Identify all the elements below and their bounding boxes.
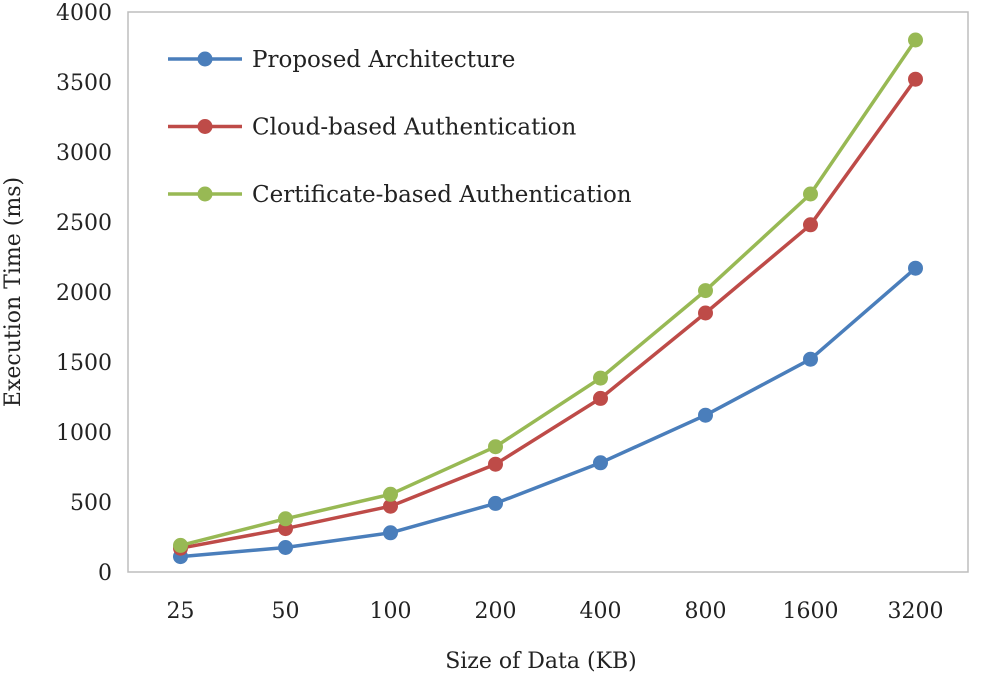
data-point (488, 495, 503, 511)
x-tick-label: 1600 (783, 599, 839, 624)
legend-label: Certificate-based Authentication (252, 182, 632, 208)
y-tick-label: 4000 (56, 1, 112, 26)
series-1 (173, 260, 923, 565)
y-axis-title: Execution Time (ms) (1, 177, 26, 407)
y-tick-label: 500 (70, 491, 112, 516)
series-3 (173, 32, 923, 553)
y-tick-label: 1500 (56, 351, 112, 376)
y-axis-ticks: 0 500 1000 1500 2000 2500 3000 3500 4000 (56, 1, 112, 586)
y-tick-label: 3500 (56, 71, 112, 96)
x-axis-ticks: 25 50 100 200 400 800 1600 3200 (167, 599, 944, 624)
data-point (593, 390, 608, 406)
data-point (803, 351, 818, 367)
series-line (180, 39, 917, 548)
y-tick-label: 2000 (56, 281, 112, 306)
data-point (173, 537, 188, 553)
x-tick-label: 25 (167, 599, 195, 624)
data-point (908, 32, 923, 48)
data-point (278, 540, 293, 555)
x-tick-label: 50 (272, 599, 300, 624)
data-point (908, 260, 923, 276)
y-tick-label: 1000 (56, 421, 112, 446)
data-point (593, 455, 608, 471)
data-point (383, 486, 398, 502)
series-layer (173, 32, 923, 565)
data-point (908, 71, 923, 87)
data-point (488, 439, 503, 455)
legend-item: Proposed Architecture (168, 47, 515, 73)
x-tick-label: 800 (685, 599, 727, 624)
x-tick-label: 400 (580, 599, 622, 624)
data-point (698, 407, 713, 423)
data-point (488, 456, 503, 472)
legend-item: Cloud-based Authentication (168, 115, 577, 141)
legend-marker (197, 119, 213, 134)
data-point (698, 305, 713, 321)
series-line (180, 78, 917, 550)
x-tick-label: 3200 (888, 599, 944, 624)
data-point (593, 370, 608, 386)
data-point (383, 525, 398, 541)
data-point (803, 217, 818, 233)
x-axis-title: Size of Data (KB) (445, 649, 637, 674)
y-tick-label: 0 (98, 561, 112, 586)
data-point (383, 498, 398, 514)
legend-marker (197, 51, 213, 67)
legend-label: Cloud-based Authentication (252, 115, 577, 141)
legend-label: Proposed Architecture (252, 47, 515, 73)
data-point (698, 283, 713, 299)
x-tick-label: 100 (370, 599, 412, 624)
legend: Proposed Architecture Cloud-based Authent… (168, 47, 632, 208)
legend-marker (197, 186, 213, 202)
series-line (180, 266, 917, 559)
x-tick-label: 200 (475, 599, 517, 624)
legend-item: Certificate-based Authentication (168, 182, 632, 208)
data-point (803, 186, 818, 202)
plot-area-frame (127, 11, 969, 573)
y-tick-label: 3000 (56, 141, 112, 166)
data-point (278, 511, 293, 527)
y-tick-label: 2500 (56, 211, 112, 236)
